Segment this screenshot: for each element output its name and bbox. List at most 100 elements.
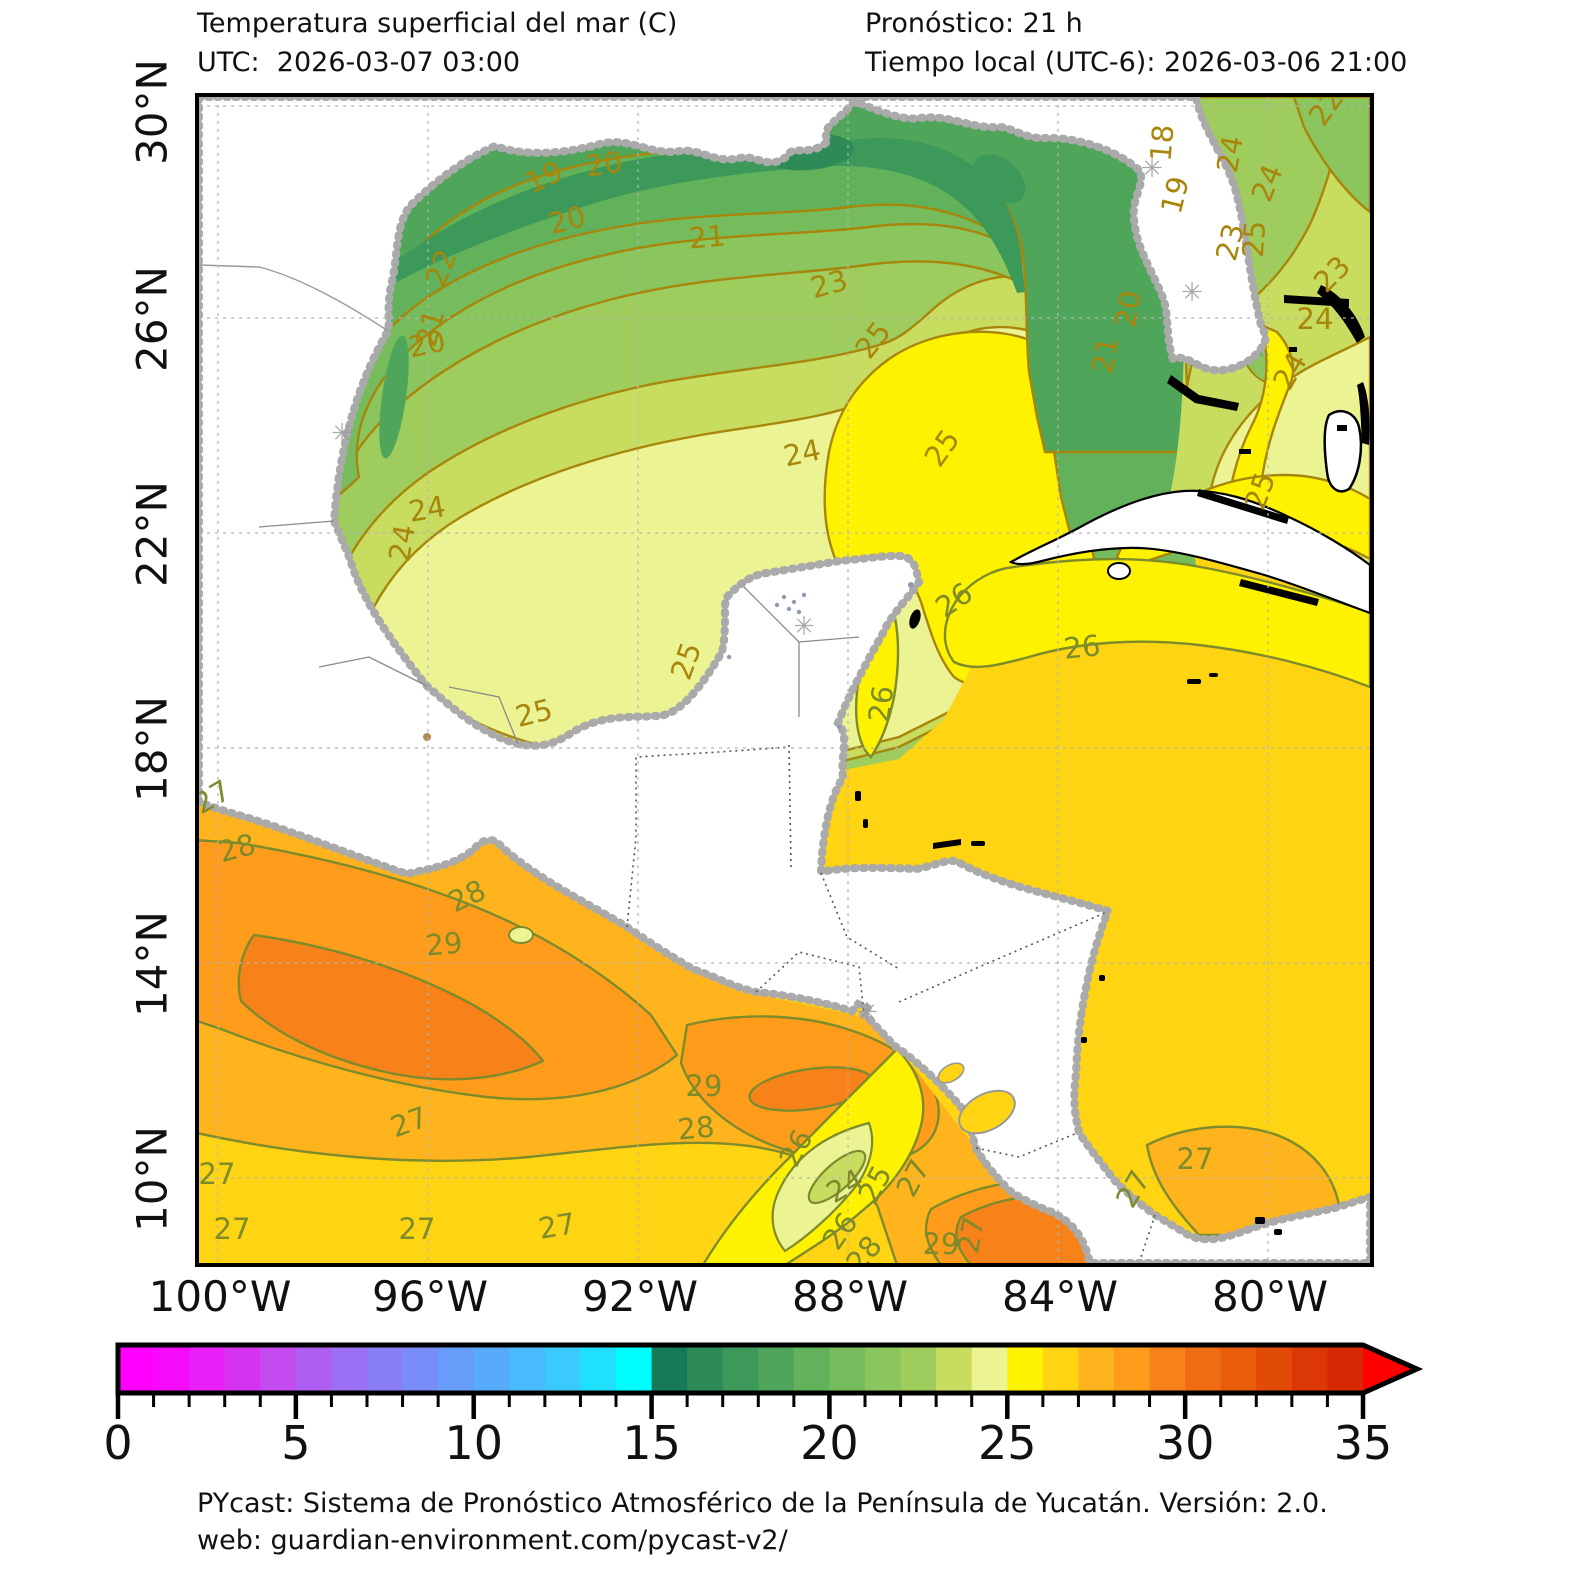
colorbar-tick-label: 25 — [978, 1416, 1037, 1469]
andros-island — [1323, 410, 1363, 493]
colorbar-segment — [438, 1345, 475, 1393]
colorbar-segment — [758, 1345, 795, 1393]
footer-web-link: web: guardian-environment.com/pycast-v2/ — [197, 1525, 788, 1556]
colorbar-tick-labels: 0 5 10 15 20 25 30 35 — [105, 1416, 1392, 1469]
colorbar-segment — [1327, 1345, 1364, 1393]
colorbar-segment — [544, 1345, 582, 1393]
station-marker-icon: ✳ — [1181, 278, 1203, 308]
contour-label: 28 — [676, 1109, 716, 1146]
x-tick-label: 96°W — [372, 1272, 488, 1321]
x-tick-label: 80°W — [1212, 1272, 1328, 1321]
colorbar-segment — [687, 1345, 724, 1393]
colorbar-segment — [900, 1345, 937, 1393]
contour-label: 20 — [583, 145, 624, 184]
colorbar-segment — [118, 1345, 155, 1393]
station-markers: ✳ ✳ ✳ ✳ ✳ — [331, 154, 1203, 1028]
contour-label: 27 — [536, 1206, 578, 1246]
contour-label: 25 — [1236, 219, 1272, 258]
colorbar-outline — [115, 1342, 1424, 1396]
colorbar-segment — [1256, 1345, 1293, 1393]
y-tick-label: 14°N — [127, 911, 177, 1017]
colorbar-tick-label: 35 — [1334, 1416, 1393, 1469]
x-tick-label: 92°W — [582, 1272, 698, 1321]
colorbar-segment — [651, 1345, 688, 1393]
colorbar-segment — [580, 1345, 617, 1393]
x-tick-label: 100°W — [148, 1272, 292, 1321]
small-islands — [855, 285, 1370, 1235]
footer-attribution: PYcast: Sistema de Pronóstico Atmosféric… — [197, 1488, 1328, 1519]
contour-label: 24 — [780, 433, 823, 474]
colorbar-segment — [260, 1345, 297, 1393]
colorbar-segment — [402, 1345, 439, 1393]
contour-label: 24 — [1210, 133, 1250, 175]
colorbar-segment — [722, 1345, 759, 1393]
graticule — [199, 97, 1370, 1263]
contour-label: 29 — [923, 1227, 960, 1261]
colorbar-tick-label: 20 — [800, 1416, 859, 1469]
contour-label: 26 — [1062, 628, 1102, 666]
colorbar-segment — [224, 1345, 261, 1393]
station-marker-icon: ✳ — [856, 998, 878, 1028]
x-tick-label: 84°W — [1002, 1272, 1118, 1321]
colorbar-segment — [616, 1345, 653, 1393]
contour-label: 20 — [1108, 288, 1148, 330]
city-dots — [423, 582, 914, 741]
map-frame: 19 20 20 20 21 22 21 23 25 24 25 24 24 25 25 18 19 20 21 22… — [195, 93, 1374, 1267]
y-tick-label: 30°N — [127, 59, 177, 165]
colorbar-tick-label: 10 — [444, 1416, 503, 1469]
colorbar-segment — [865, 1345, 902, 1393]
colorbar-segment — [331, 1345, 368, 1393]
isla-juventud — [1107, 562, 1131, 580]
colorbar-segment — [1291, 1345, 1329, 1393]
x-tick-label: 88°W — [792, 1272, 908, 1321]
land — [199, 97, 1370, 1263]
contour-label: 21 — [687, 218, 727, 255]
contour-label: 27 — [951, 1214, 991, 1256]
colorbar-segment — [295, 1345, 333, 1393]
contour-label: 18 — [1143, 123, 1180, 163]
colorbar-segment — [1114, 1345, 1151, 1393]
colorbar-segment — [1185, 1345, 1222, 1393]
y-tick-label: 18°N — [127, 696, 177, 802]
colorbar-segment — [1042, 1345, 1080, 1393]
colorbar-ticks — [115, 1393, 1366, 1419]
contour-label: 29 — [686, 1069, 723, 1103]
station-marker-icon: ✳ — [331, 419, 353, 449]
y-tick-label: 26°N — [127, 266, 177, 372]
political-borders — [199, 264, 1156, 1258]
colorbar-extend-arrow — [1363, 1345, 1417, 1393]
colorbar-segment — [829, 1345, 866, 1393]
contour-label: 24 — [382, 522, 422, 564]
colorbar-segment — [153, 1345, 190, 1393]
contour-label: 24 — [406, 489, 448, 529]
colorbar-segment — [1078, 1345, 1115, 1393]
contour-label: 21 — [1085, 334, 1125, 376]
colorbar-segment — [971, 1345, 1008, 1393]
colorbar-segment — [189, 1345, 226, 1393]
station-marker-icon: ✳ — [1141, 154, 1163, 184]
colorbar-segment — [936, 1345, 973, 1393]
colorbar-segments — [118, 1345, 1364, 1393]
contour-label: 29 — [424, 925, 464, 962]
colorbar-segment — [1007, 1345, 1044, 1393]
colorbar-segment — [367, 1345, 404, 1393]
colorbar-tick-label: 30 — [1156, 1416, 1215, 1469]
contour-label: 27 — [1177, 1142, 1214, 1176]
colorbar-segment — [509, 1345, 546, 1393]
colorbar: 0 5 10 15 20 25 30 35 — [105, 1342, 1424, 1469]
contour-label: 27 — [214, 1212, 251, 1246]
lakes — [937, 1062, 1016, 1135]
forecast-hour-label: Pronóstico: 21 h — [865, 8, 1083, 39]
contour-label: 27 — [399, 1212, 436, 1246]
page-title: Temperatura superficial del mar (C) — [197, 8, 678, 39]
y-tick-label: 22°N — [127, 481, 177, 587]
contour-label: 24 — [1297, 302, 1334, 336]
contour-label: 27 — [199, 1157, 235, 1191]
station-marker-icon: ✳ — [793, 612, 815, 642]
contour-label: 26 — [862, 683, 901, 724]
colorbar-tick-label: 0 — [105, 1416, 133, 1469]
colorbar-tick-label: 5 — [281, 1416, 310, 1469]
y-tick-label: 10°N — [127, 1126, 177, 1232]
